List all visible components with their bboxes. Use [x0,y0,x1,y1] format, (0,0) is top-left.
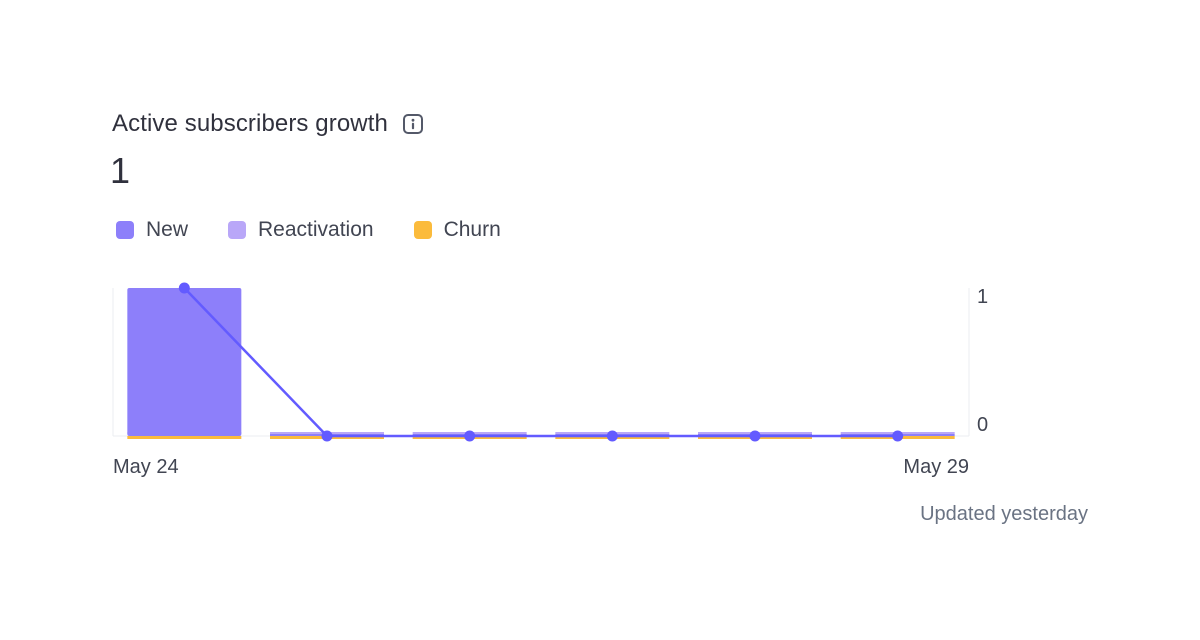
x-tick-label: May 24 [113,456,179,478]
legend-item-reactivation[interactable]: Reactivation [228,218,374,242]
trend-line [183,287,898,438]
line-point [464,430,476,442]
y-tick-label: 1 [977,286,988,308]
card-title: Active subscribers growth [112,110,388,137]
line-point [749,430,761,442]
info-icon[interactable] [402,113,424,135]
line-point [178,282,190,294]
legend-swatch-churn [413,221,432,239]
legend-swatch-new [116,221,134,239]
updated-timestamp: Updated yesterday [920,503,1088,525]
bar-new [127,288,242,436]
legend-label-churn: Churn [443,218,501,241]
chart-legend: New Reactivation Churn [116,218,501,242]
legend-swatch-reactivation [228,221,247,239]
bar-churn [127,436,242,439]
legend-label-new: New [146,218,189,241]
legend-item-new[interactable]: New [116,218,188,242]
x-tick-label: May 29 [903,456,969,478]
line-point [606,430,618,442]
legend-label-reactivation: Reactivation [258,218,374,241]
line-point [892,430,904,442]
y-tick-label: 0 [977,414,988,436]
metric-value: 1 [110,150,131,191]
legend-item-churn[interactable]: Churn [413,218,501,242]
line-point [321,430,333,442]
title-row: Active subscribers growth [112,110,424,138]
